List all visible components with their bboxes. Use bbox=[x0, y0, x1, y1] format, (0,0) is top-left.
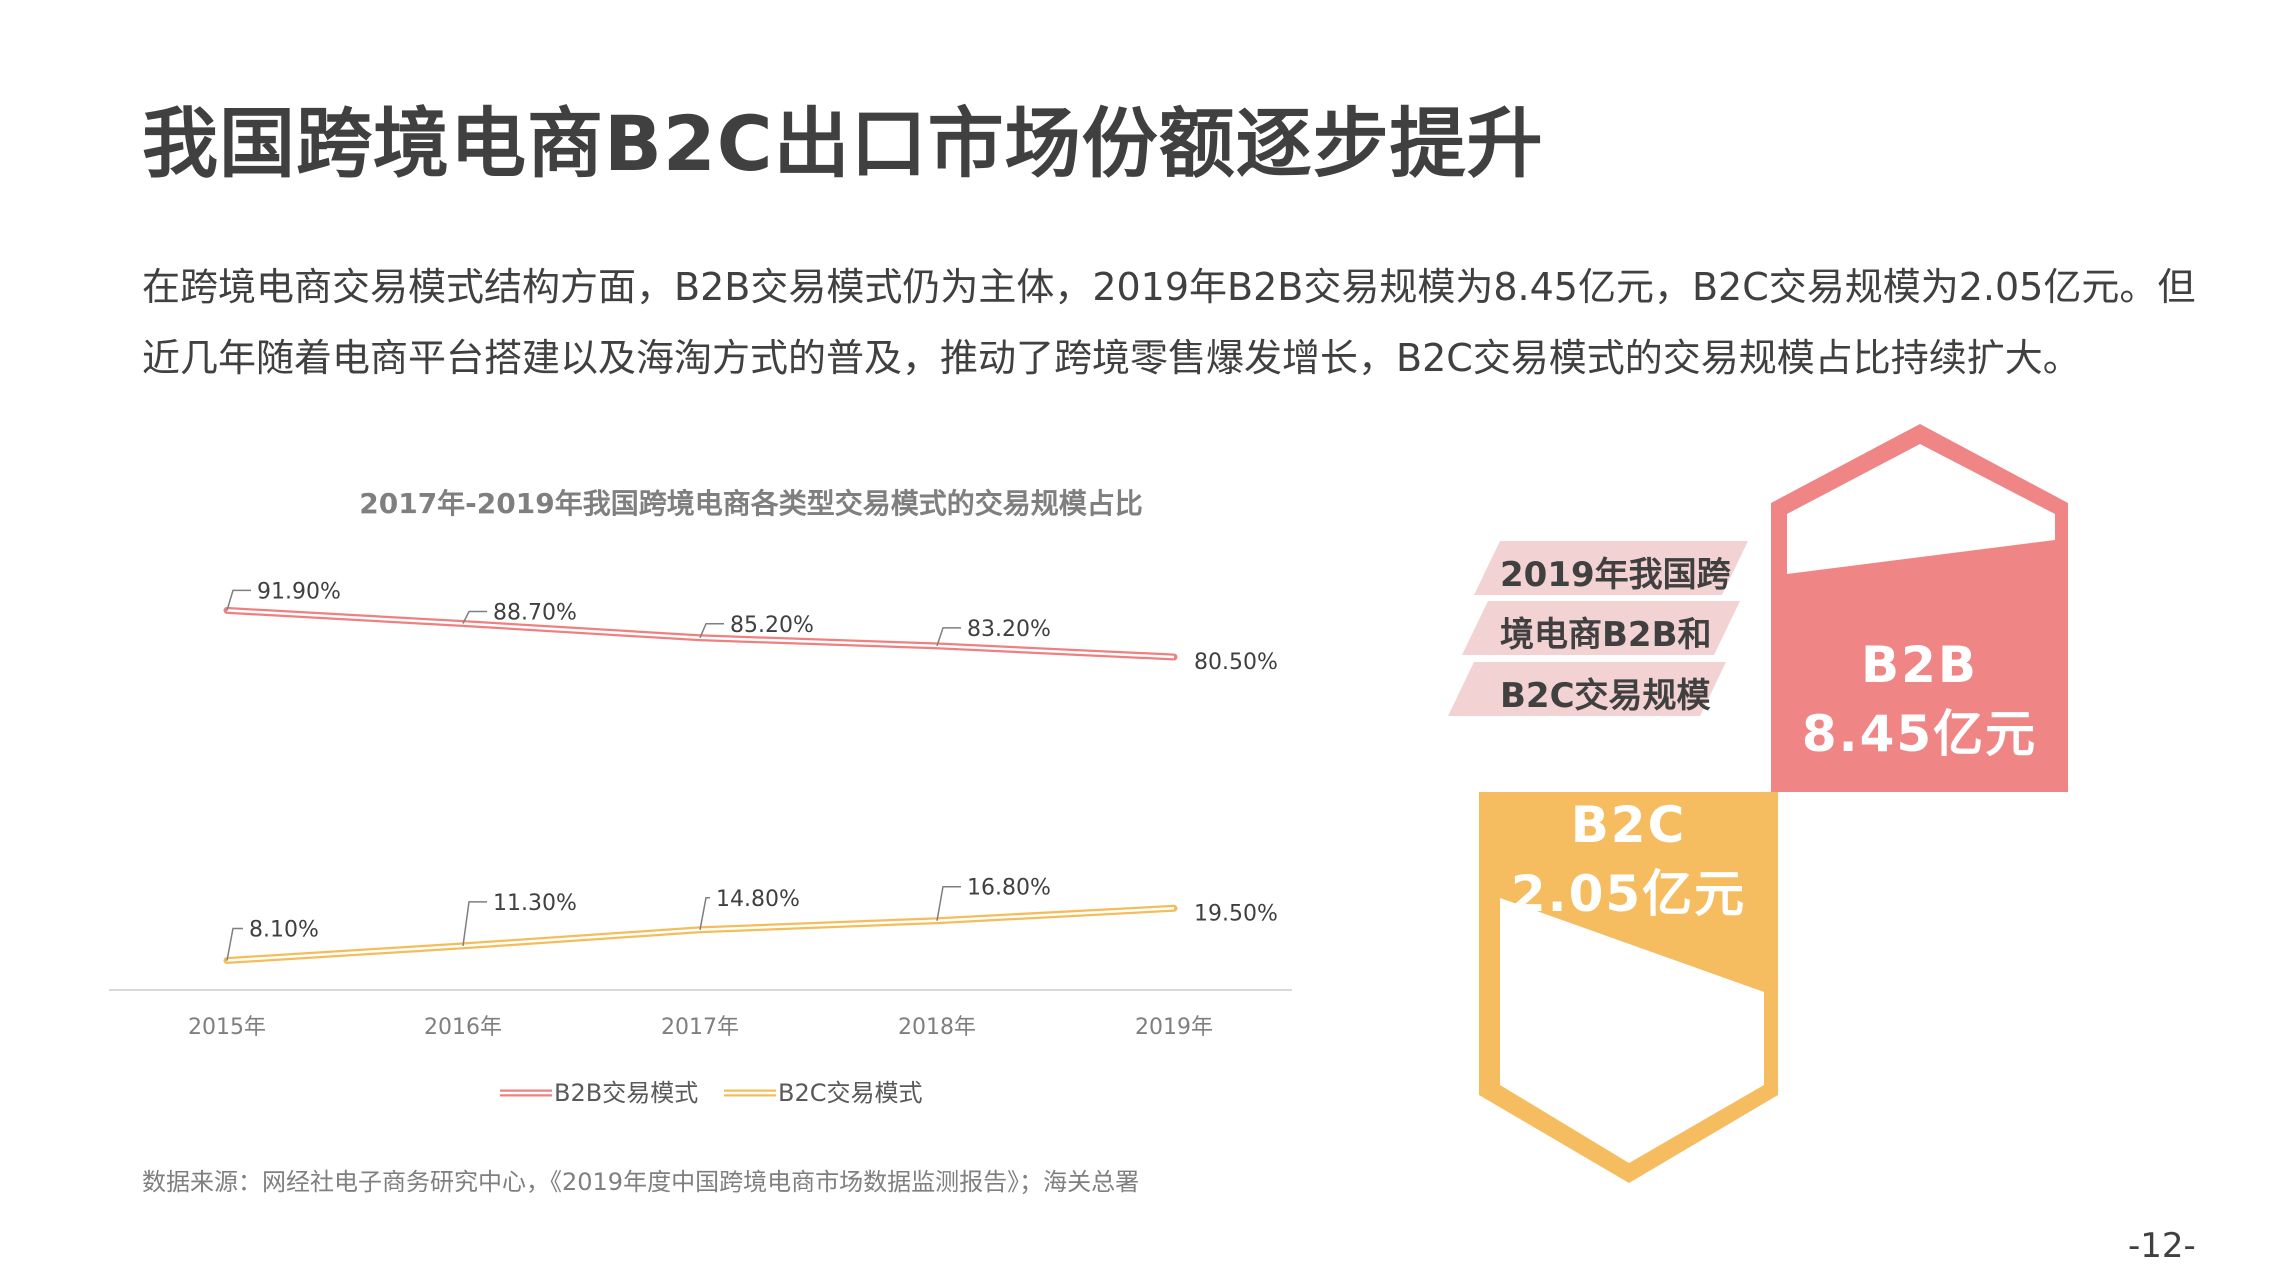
x-tick-label: 2017年 bbox=[661, 1015, 739, 1040]
series-layer: 91.90% 88.70% 85.20% 83.20% 80.50% 8.10% 11.30… bbox=[223, 579, 1278, 964]
x-tick-label: 2019年 bbox=[1135, 1015, 1213, 1040]
intro-line-2: 近几年随着电商平台搭建以及海淘方式的普及，推动了跨境零售爆发增长，B2C交易模式… bbox=[142, 336, 2081, 380]
tag-banner-1 bbox=[1474, 541, 1748, 595]
tag-banner-2 bbox=[1462, 601, 1740, 655]
label-leader bbox=[699, 897, 710, 930]
b2b-value: 8.45亿元 bbox=[1801, 705, 2038, 763]
data-label: 8.10% bbox=[249, 918, 319, 943]
label-leader bbox=[699, 623, 724, 639]
data-source-note: 数据来源：网经社电子商务研究中心，《2019年度中国跨境电商市场数据监测报告》；… bbox=[142, 1168, 1140, 1196]
data-label: 16.80% bbox=[967, 876, 1051, 901]
x-tick-label: 2018年 bbox=[898, 1015, 976, 1040]
data-label: 83.20% bbox=[967, 617, 1051, 642]
label-leader bbox=[226, 927, 243, 961]
x-tick-label: 2016年 bbox=[424, 1015, 502, 1040]
page-number: -12- bbox=[2128, 1226, 2196, 1266]
data-label: 85.20% bbox=[730, 613, 814, 638]
b2b-shape bbox=[1771, 424, 2068, 792]
b2b-name: B2B bbox=[1860, 636, 1978, 694]
data-label: 19.50% bbox=[1194, 901, 1278, 926]
x-tick-label: 2015年 bbox=[188, 1015, 266, 1040]
legend-label: B2C交易模式 bbox=[778, 1079, 923, 1107]
data-label: 88.70% bbox=[493, 600, 577, 625]
b2c-shape bbox=[1479, 792, 1778, 1183]
label-leader bbox=[462, 610, 487, 624]
b2c-value: 2.05亿元 bbox=[1510, 865, 1747, 923]
tag-banner-3 bbox=[1448, 662, 1726, 716]
label-leader bbox=[462, 901, 487, 947]
data-label: 91.90% bbox=[257, 579, 341, 604]
data-label: 80.50% bbox=[1194, 650, 1278, 675]
intro-paragraph: 在跨境电商交易模式结构方面，B2B交易模式仍为主体，2019年B2B交易规模为8… bbox=[142, 252, 2202, 394]
tag-line-1: 2019年我国跨 bbox=[1500, 555, 1731, 595]
label-leader bbox=[936, 885, 961, 921]
tag-line-2: 境电商B2B和 bbox=[1500, 615, 1712, 655]
data-label: 11.30% bbox=[493, 891, 577, 916]
legend-label: B2B交易模式 bbox=[554, 1079, 698, 1107]
data-label: 14.80% bbox=[716, 887, 800, 912]
chart-title: 2017年-2019年我国跨境电商各类型交易模式的交易规模占比 bbox=[359, 487, 1142, 520]
label-leader bbox=[936, 627, 961, 647]
b2c-name: B2C bbox=[1570, 796, 1687, 854]
tag-line-3: B2C交易规模 bbox=[1500, 676, 1711, 716]
chart-legend: B2B交易模式 B2C交易模式 bbox=[500, 1079, 923, 1107]
intro-line-1: 在跨境电商交易模式结构方面，B2B交易模式仍为主体，2019年B2B交易规模为8… bbox=[142, 265, 2196, 309]
label-leader bbox=[226, 589, 251, 611]
page-title: 我国跨境电商B2C出口市场份额逐步提升 bbox=[142, 99, 1544, 188]
x-tick-labels: 2015年 2016年 2017年 2018年 2019年 bbox=[188, 1015, 1213, 1040]
